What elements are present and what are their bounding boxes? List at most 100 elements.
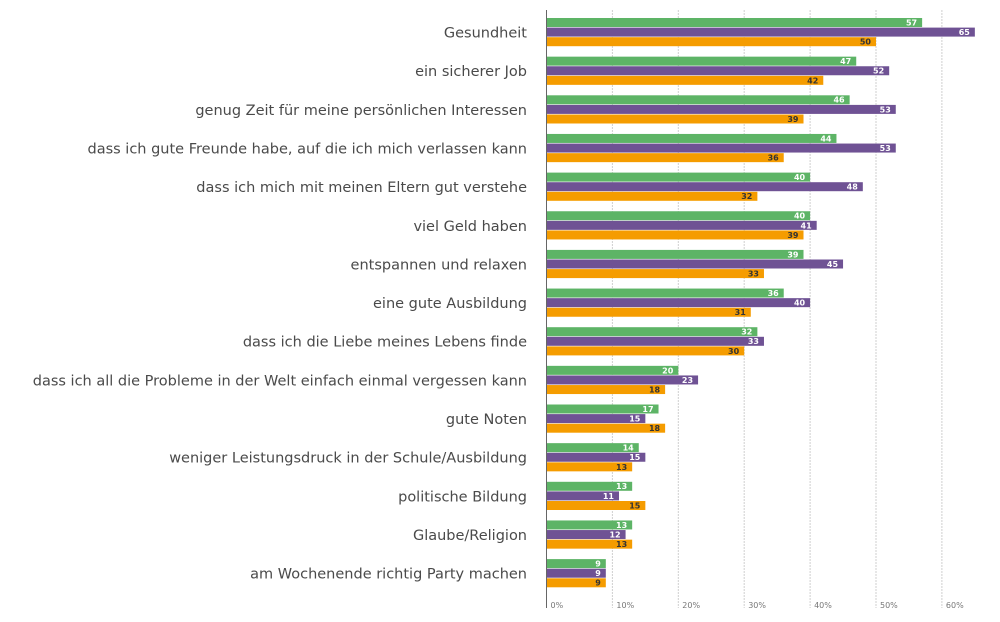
series-green-value-label: 13 — [616, 521, 627, 530]
series-purple-value-label: 53 — [880, 144, 891, 153]
series-orange-bar — [546, 578, 606, 588]
series-orange-bar — [546, 153, 784, 163]
series-orange-bar — [546, 385, 666, 395]
series-orange-value-label: 15 — [629, 501, 641, 510]
series-green-value-label: 32 — [741, 328, 752, 337]
x-tick-label: 10% — [616, 601, 634, 610]
series-purple-bar — [546, 336, 764, 346]
series-purple-value-label: 45 — [827, 260, 839, 269]
series-green-value-label: 14 — [623, 444, 635, 453]
series-orange-value-label: 13 — [616, 463, 627, 472]
series-purple-bar — [546, 143, 896, 153]
series-orange-bar — [546, 269, 764, 279]
series-orange-bar — [546, 307, 751, 317]
x-tick-label: 20% — [682, 601, 700, 610]
series-orange-bar — [546, 462, 633, 472]
series-green-bar — [546, 404, 659, 414]
series-purple-bar — [546, 414, 646, 424]
series-green-value-label: 17 — [642, 405, 653, 414]
series-purple-value-label: 41 — [801, 221, 813, 230]
series-green-value-label: 40 — [794, 212, 806, 221]
category-label: dass ich all die Probleme in der Welt ei… — [33, 373, 527, 389]
category-label: weniger Leistungsdruck in der Schule/Aus… — [169, 451, 527, 467]
x-axis-ticks: 0% 10% 20% 30% 40% 50% 60% — [551, 601, 965, 610]
series-purple-bar — [546, 259, 844, 269]
series-purple-bar — [546, 298, 811, 308]
series-orange-value-label: 39 — [787, 231, 799, 240]
series-green-bar — [546, 481, 633, 491]
series-green-bar — [546, 520, 633, 530]
series-purple-value-label: 53 — [880, 105, 891, 114]
series-purple-bar — [546, 530, 626, 540]
x-tick-label: 50% — [880, 601, 898, 610]
series-orange-bar — [546, 501, 646, 510]
series-purple-value-label: 48 — [847, 183, 859, 192]
series-orange-value-label: 39 — [787, 115, 799, 124]
series-green-value-label: 20 — [662, 366, 674, 375]
category-label: Glaube/Religion — [413, 528, 527, 544]
series-orange-bar — [546, 75, 824, 85]
series-green-value-label: 9 — [595, 560, 601, 569]
category-label: eine gute Ausbildung — [373, 296, 527, 312]
bars: 5765504752424653394453364048324041393945… — [546, 18, 975, 588]
series-purple-bar — [546, 375, 699, 385]
series-purple-bar — [546, 182, 863, 192]
series-green-bar — [546, 56, 857, 66]
series-green-bar — [546, 95, 850, 105]
series-green-bar — [546, 249, 804, 259]
series-orange-value-label: 42 — [807, 76, 818, 85]
category-label: am Wochenende richtig Party machen — [250, 567, 527, 583]
series-purple-bar — [546, 104, 896, 114]
series-purple-value-label: 40 — [794, 299, 806, 308]
series-green-value-label: 36 — [768, 289, 780, 298]
series-green-bar — [546, 133, 837, 143]
series-green-value-label: 46 — [833, 96, 845, 105]
series-green-value-label: 39 — [787, 250, 799, 259]
series-orange-value-label: 18 — [649, 385, 661, 394]
series-purple-value-label: 65 — [959, 28, 971, 37]
series-orange-value-label: 30 — [728, 347, 740, 356]
series-purple-value-label: 9 — [595, 569, 601, 578]
series-orange-bar — [546, 37, 876, 47]
series-purple-value-label: 15 — [629, 415, 641, 424]
category-label: genug Zeit für meine persönlichen Intere… — [195, 103, 527, 119]
series-purple-value-label: 15 — [629, 453, 641, 462]
x-tick-label: 0% — [551, 601, 564, 610]
series-orange-value-label: 36 — [768, 154, 780, 163]
series-green-bar — [546, 327, 758, 337]
series-orange-value-label: 9 — [595, 579, 601, 588]
category-label: dass ich die Liebe meines Lebens finde — [243, 335, 527, 351]
series-purple-value-label: 12 — [609, 530, 620, 539]
series-orange-bar — [546, 539, 633, 549]
series-green-bar — [546, 559, 606, 569]
series-purple-value-label: 11 — [603, 492, 615, 501]
series-orange-value-label: 32 — [741, 192, 752, 201]
category-label: viel Geld haben — [413, 219, 527, 235]
category-label: politische Bildung — [398, 489, 527, 505]
category-label: entspannen und relaxen — [351, 257, 527, 273]
category-labels: Gesundheit ein sicherer Job genug Zeit für… — [33, 26, 528, 583]
series-green-bar — [546, 365, 679, 375]
series-orange-value-label: 50 — [860, 38, 872, 47]
series-green-bar — [546, 211, 811, 221]
x-tick-label: 60% — [946, 601, 964, 610]
series-green-value-label: 47 — [840, 57, 851, 66]
series-orange-value-label: 31 — [735, 308, 747, 317]
series-green-bar — [546, 443, 639, 453]
series-orange-bar — [546, 191, 758, 201]
series-green-bar — [546, 288, 784, 298]
series-purple-bar — [546, 66, 890, 76]
series-green-bar — [546, 172, 811, 182]
category-label: ein sicherer Job — [415, 64, 527, 80]
series-purple-bar — [546, 491, 619, 501]
series-purple-bar — [546, 220, 817, 230]
category-label: Gesundheit — [444, 26, 527, 42]
x-tick-label: 30% — [748, 601, 766, 610]
series-purple-value-label: 52 — [873, 67, 884, 76]
category-label: gute Noten — [446, 412, 527, 428]
series-green-value-label: 40 — [794, 173, 806, 182]
series-orange-bar — [546, 114, 804, 124]
series-purple-bar — [546, 568, 606, 578]
series-orange-bar — [546, 423, 666, 433]
